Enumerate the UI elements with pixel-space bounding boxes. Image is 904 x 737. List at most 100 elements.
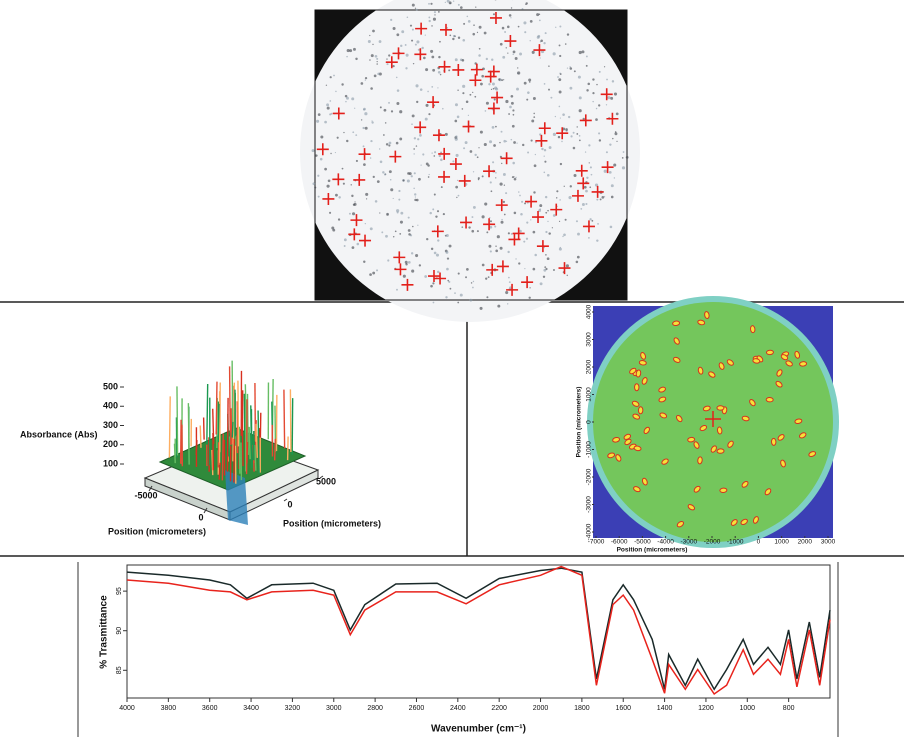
speckle: [353, 48, 356, 51]
speckle: [564, 186, 565, 187]
speckle: [539, 20, 541, 22]
speckle: [361, 82, 364, 85]
speckle: [489, 140, 492, 143]
speckle: [490, 181, 492, 183]
speckle: [419, 134, 422, 137]
speckle: [553, 52, 556, 55]
speckle: [461, 226, 463, 228]
speckle: [568, 196, 571, 199]
speckle: [495, 177, 496, 178]
speckle: [409, 172, 412, 175]
speckle: [372, 44, 373, 45]
speckle: [341, 83, 343, 85]
speckle: [474, 96, 476, 98]
speckle: [480, 83, 483, 86]
speckle: [606, 104, 607, 105]
speckle: [377, 180, 380, 183]
speckle: [365, 79, 366, 80]
speckle: [414, 153, 415, 154]
speckle: [579, 51, 582, 54]
speckle: [420, 164, 421, 165]
speckle: [385, 235, 388, 238]
speckle: [390, 179, 391, 180]
speckle: [396, 102, 399, 105]
speckle: [544, 247, 545, 248]
speckle: [315, 154, 317, 156]
speckle: [335, 91, 337, 93]
speckle: [390, 188, 393, 191]
speckle: [574, 174, 577, 177]
speckle: [598, 132, 600, 134]
speckle: [544, 156, 545, 157]
speckle: [523, 241, 525, 243]
speckle: [415, 254, 418, 257]
speckle: [592, 92, 594, 94]
speckle: [507, 251, 509, 253]
speckle: [579, 139, 581, 141]
speckle: [607, 96, 610, 99]
speckle: [473, 206, 476, 209]
speckle: [344, 238, 347, 241]
speckle: [576, 261, 579, 264]
speckle: [354, 201, 355, 202]
speckle: [386, 63, 388, 65]
x-tick-label: 2600: [409, 705, 425, 712]
speckle: [317, 175, 319, 177]
speckle: [407, 16, 409, 18]
speckle: [437, 239, 439, 241]
speckle: [508, 113, 510, 115]
speckle: [595, 118, 598, 121]
spike: [247, 399, 248, 474]
speckle: [555, 27, 556, 28]
speckle: [504, 185, 505, 186]
speckle: [352, 212, 355, 215]
speckle: [541, 148, 543, 150]
speckle: [474, 154, 476, 156]
speckle: [326, 85, 327, 86]
spike: [230, 366, 231, 432]
speckle: [576, 133, 578, 135]
spike: [216, 382, 217, 435]
particle: [636, 370, 642, 378]
speckle: [491, 190, 493, 192]
speckle: [612, 80, 614, 82]
speckle: [473, 171, 474, 172]
speckle: [405, 263, 407, 265]
speckle: [396, 289, 398, 291]
speckle: [494, 86, 497, 89]
speckle: [559, 199, 561, 201]
speckle: [399, 138, 402, 141]
speckle: [473, 24, 475, 26]
speckle: [523, 21, 526, 24]
speckle: [427, 91, 429, 93]
speckle: [479, 48, 481, 50]
speckle: [352, 246, 355, 249]
speckle: [440, 74, 442, 76]
speckle: [503, 140, 506, 143]
speckle: [501, 219, 502, 220]
speckle: [526, 238, 528, 240]
speckle: [545, 231, 547, 233]
speckle: [354, 108, 355, 109]
speckle: [381, 231, 383, 233]
speckle: [433, 302, 435, 304]
axis-label: Position (micrometers): [283, 518, 381, 528]
speckle: [428, 17, 430, 19]
speckle: [412, 114, 415, 117]
speckle: [466, 100, 469, 103]
speckle: [477, 230, 479, 232]
speckle: [508, 232, 510, 234]
z-tick-label: 500: [103, 381, 118, 391]
speckle: [527, 91, 530, 94]
speckle: [609, 171, 612, 174]
speckle: [455, 103, 458, 106]
speckle: [539, 14, 541, 16]
speckle: [384, 173, 386, 175]
speckle: [379, 40, 382, 43]
speckle: [591, 174, 593, 176]
y-tick-label: -3000: [586, 496, 593, 513]
speckle: [363, 163, 366, 166]
speckle: [440, 159, 443, 162]
speckle: [524, 82, 527, 85]
speckle: [501, 221, 504, 224]
